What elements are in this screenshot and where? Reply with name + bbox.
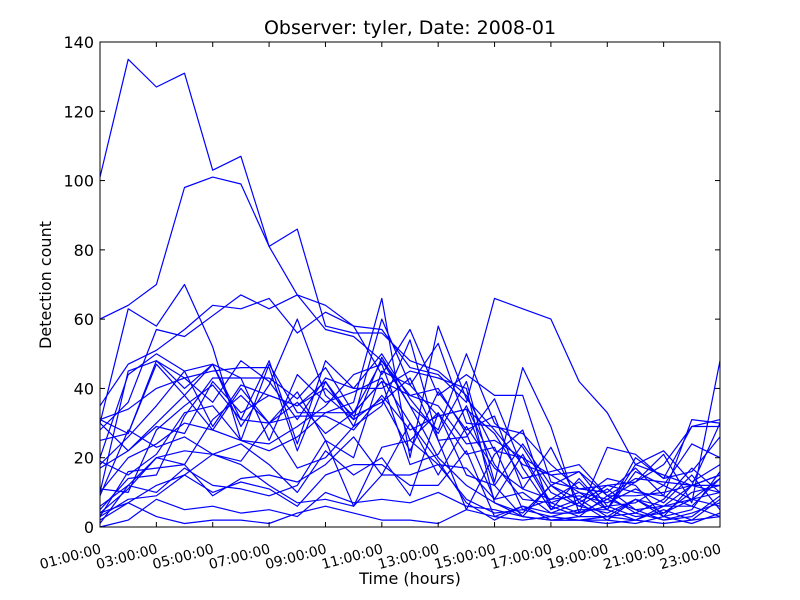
x-tick-label: 05:00:00 [151,541,216,573]
series-line-15 [99,370,721,511]
series-line-10 [99,360,721,518]
x-tick-label: 09:00:00 [264,541,329,573]
x-axis: 01:00:0003:00:0005:00:0007:00:0009:00:00… [38,42,723,573]
series-line-24 [99,450,721,521]
series-line-9 [99,353,720,514]
x-tick-label: 03:00:00 [95,541,160,573]
series-line-3 [99,283,721,511]
plot-frame [99,41,721,528]
y-axis-label: Detection count [36,221,55,349]
series-line-8 [99,339,721,511]
series-line-18 [99,380,721,521]
series-line-16 [99,360,721,518]
series-line-25 [99,502,721,525]
x-tick-label: 19:00:00 [545,541,610,573]
series-line-14 [99,377,721,518]
x-tick-label: 17:00:00 [489,541,554,573]
series-line-2 [99,176,721,486]
series-line-23 [99,453,721,521]
series-line-26 [99,491,721,528]
y-tick-label: 80 [74,241,94,260]
y-tick-label: 20 [74,449,94,468]
x-tick-label: 23:00:00 [658,541,723,573]
x-tick-label: 07:00:00 [207,541,272,573]
series-line-22 [99,439,721,524]
x-axis-label: Time (hours) [358,569,461,588]
series-line-19 [99,356,721,518]
y-tick-label: 40 [74,379,94,398]
chart-title: Observer: tyler, Date: 2008-01 [264,17,556,39]
series-line-1 [99,58,721,497]
series-line-21 [99,412,721,521]
x-tick-label: 21:00:00 [602,541,667,573]
series-line-20 [99,422,721,521]
y-tick-label: 60 [74,310,94,329]
x-tick-label: 01:00:00 [38,541,103,573]
series-layer [99,58,721,528]
y-tick-label: 120 [63,102,94,121]
y-tick-label: 100 [63,172,94,191]
y-tick-label: 0 [84,518,94,537]
y-tick-label: 140 [63,33,94,52]
y-axis: 0 20 40 60 80 100 120 140 [63,33,720,537]
